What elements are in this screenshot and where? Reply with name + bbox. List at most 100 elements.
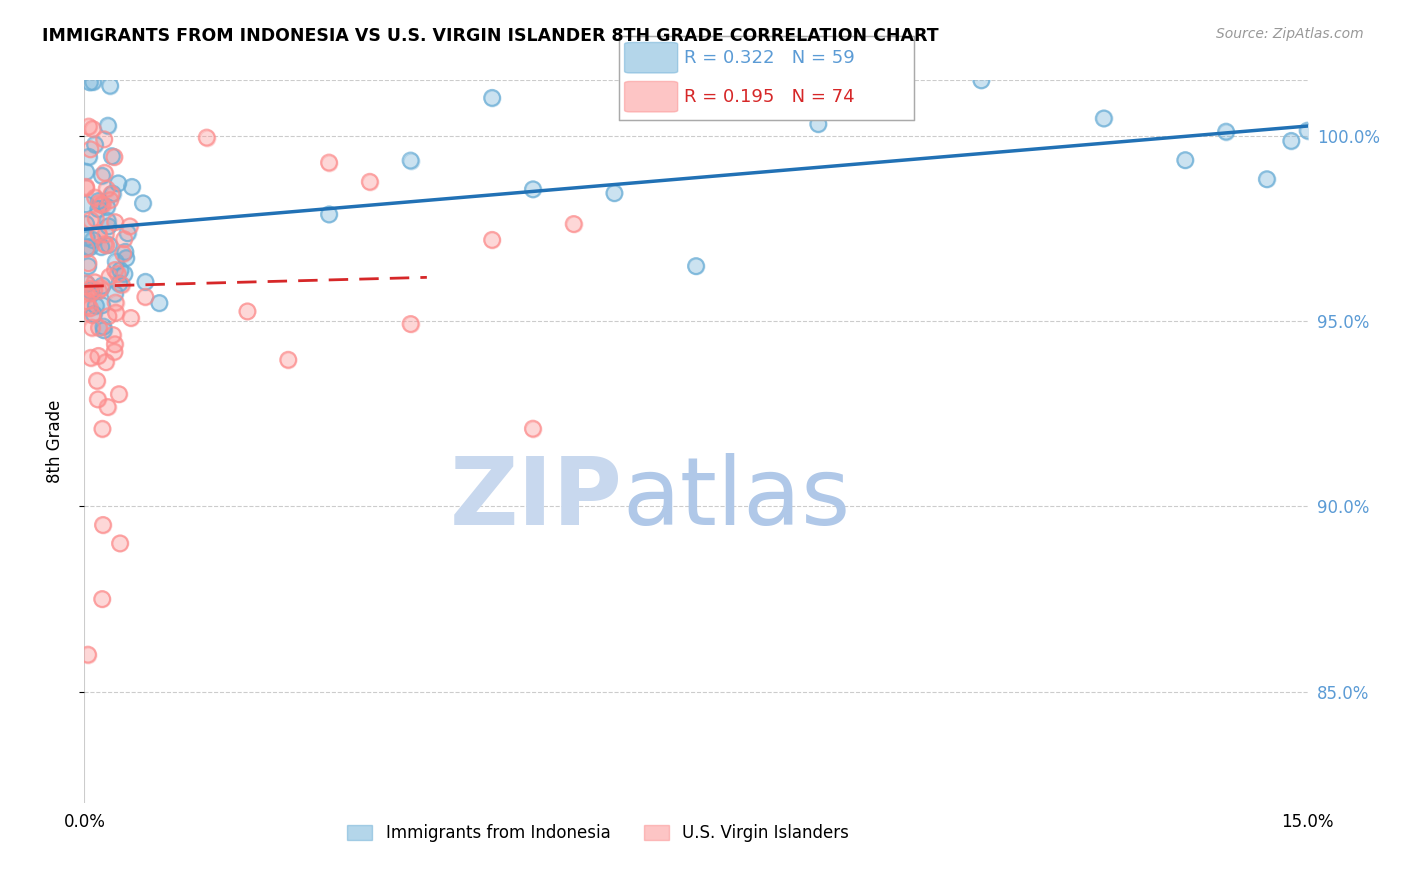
Point: [91, 517, 114, 532]
Point: [87, 392, 110, 407]
Point: [807, 117, 830, 131]
Point: [98, 193, 121, 207]
Point: [84, 211, 107, 226]
Point: [77, 259, 100, 273]
Point: [79, 282, 101, 296]
Point: [75, 217, 97, 231]
Point: [195, 130, 218, 145]
Point: [84, 190, 107, 204]
Point: [79, 301, 101, 316]
Point: [104, 254, 127, 268]
Text: R = 0.195   N = 74: R = 0.195 N = 74: [683, 87, 855, 105]
Point: [132, 196, 155, 211]
Point: [82, 75, 104, 89]
Point: [93, 323, 115, 337]
Point: [115, 251, 138, 265]
Point: [86, 374, 108, 388]
Point: [399, 153, 422, 168]
Point: [76, 294, 98, 309]
Point: [104, 305, 127, 319]
Point: [90, 197, 112, 211]
Point: [101, 149, 124, 163]
Point: [318, 155, 340, 169]
Point: [114, 244, 136, 259]
Point: [97, 219, 120, 234]
Point: [1279, 134, 1302, 148]
Point: [77, 120, 100, 134]
Point: [1256, 172, 1278, 186]
Point: [603, 186, 626, 200]
Point: [1215, 125, 1237, 139]
Point: [1215, 125, 1237, 139]
Point: [91, 592, 114, 607]
Point: [562, 217, 585, 231]
Point: [79, 213, 101, 227]
Point: [108, 536, 131, 550]
Point: [84, 299, 107, 313]
Point: [481, 91, 503, 105]
Point: [94, 227, 117, 242]
Point: [77, 648, 100, 662]
Point: [79, 142, 101, 156]
Point: [1092, 112, 1115, 126]
Point: [522, 422, 544, 436]
Point: [79, 301, 101, 316]
Point: [100, 187, 122, 202]
Text: atlas: atlas: [623, 453, 851, 545]
Point: [277, 352, 299, 367]
Point: [90, 240, 112, 254]
Point: [87, 194, 110, 208]
Point: [87, 226, 110, 240]
Point: [359, 175, 381, 189]
Point: [83, 283, 105, 297]
Point: [76, 240, 98, 254]
Point: [82, 233, 104, 247]
Point: [103, 344, 125, 359]
Point: [76, 299, 98, 313]
Point: [96, 182, 118, 196]
Point: [82, 121, 104, 136]
Point: [359, 175, 381, 189]
Point: [236, 304, 259, 318]
Point: [84, 190, 107, 204]
Point: [108, 277, 131, 291]
Point: [522, 182, 544, 196]
Point: [96, 214, 118, 228]
Point: [562, 217, 585, 231]
Point: [104, 215, 127, 229]
FancyBboxPatch shape: [624, 43, 678, 73]
Point: [87, 202, 110, 216]
Point: [76, 277, 98, 291]
Point: [96, 200, 118, 214]
Point: [112, 267, 135, 281]
Point: [87, 227, 110, 242]
Point: [236, 304, 259, 318]
Point: [84, 137, 107, 152]
Point: [97, 309, 120, 323]
Point: [1174, 153, 1197, 167]
Point: [97, 219, 120, 234]
Point: [80, 320, 103, 334]
Point: [89, 196, 111, 211]
Point: [90, 281, 112, 295]
Point: [79, 240, 101, 254]
Point: [75, 164, 97, 178]
Point: [399, 317, 422, 331]
Point: [87, 226, 110, 240]
Point: [90, 169, 112, 183]
Point: [93, 132, 115, 146]
Point: [93, 237, 115, 252]
Point: [76, 240, 98, 254]
Point: [96, 182, 118, 196]
Point: [104, 286, 127, 301]
Point: [80, 351, 103, 365]
Point: [481, 233, 503, 247]
Point: [93, 166, 115, 180]
Point: [90, 281, 112, 295]
Point: [79, 282, 101, 296]
Point: [101, 186, 124, 201]
Point: [112, 246, 135, 260]
Point: [111, 277, 134, 292]
Point: [685, 259, 707, 273]
Point: [97, 119, 120, 133]
